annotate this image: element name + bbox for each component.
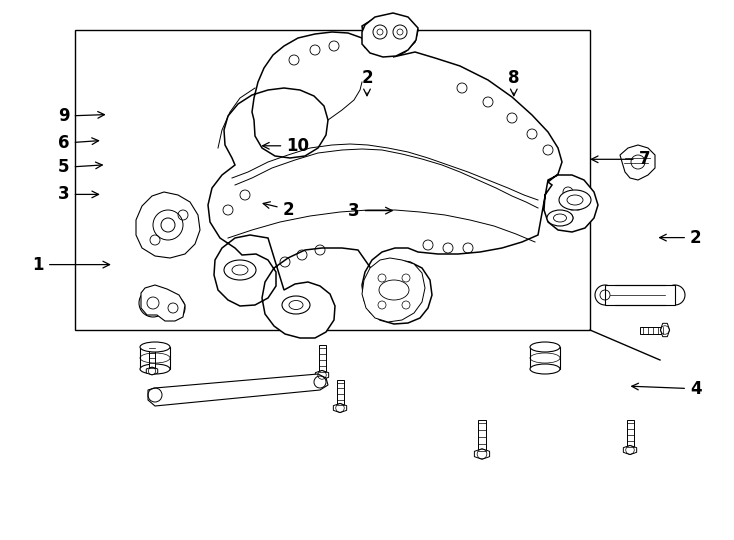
Polygon shape xyxy=(620,145,655,180)
Bar xyxy=(140,347,170,369)
Ellipse shape xyxy=(140,364,170,374)
Text: 5: 5 xyxy=(58,158,102,177)
Polygon shape xyxy=(146,367,158,375)
Text: 6: 6 xyxy=(58,134,98,152)
Polygon shape xyxy=(362,258,425,322)
Ellipse shape xyxy=(224,260,256,280)
Text: 1: 1 xyxy=(32,255,109,274)
Polygon shape xyxy=(316,370,329,380)
Ellipse shape xyxy=(547,210,573,226)
Circle shape xyxy=(139,289,167,317)
Text: 2: 2 xyxy=(361,69,373,96)
Bar xyxy=(605,285,675,305)
Polygon shape xyxy=(623,446,636,455)
Bar xyxy=(640,327,665,334)
Text: 10: 10 xyxy=(263,137,309,155)
Ellipse shape xyxy=(665,285,685,305)
Text: 8: 8 xyxy=(508,69,520,96)
Text: 9: 9 xyxy=(58,107,104,125)
Bar xyxy=(478,420,486,454)
Bar xyxy=(627,420,633,450)
Text: 2: 2 xyxy=(264,200,294,219)
Text: 7: 7 xyxy=(592,150,650,168)
Polygon shape xyxy=(208,15,598,338)
Text: 3: 3 xyxy=(58,185,98,204)
Ellipse shape xyxy=(595,285,615,305)
Text: 3: 3 xyxy=(348,201,392,220)
Polygon shape xyxy=(333,403,346,413)
Bar xyxy=(530,347,560,369)
Ellipse shape xyxy=(559,190,591,210)
Polygon shape xyxy=(136,192,200,258)
Ellipse shape xyxy=(530,342,560,352)
Bar xyxy=(149,345,155,371)
Polygon shape xyxy=(474,449,490,460)
Text: 2: 2 xyxy=(660,228,702,247)
Bar xyxy=(336,380,344,408)
Polygon shape xyxy=(661,323,669,336)
Ellipse shape xyxy=(282,296,310,314)
Ellipse shape xyxy=(140,342,170,352)
Circle shape xyxy=(161,296,185,320)
Text: 4: 4 xyxy=(632,380,702,398)
Polygon shape xyxy=(362,13,418,57)
Polygon shape xyxy=(148,374,328,406)
Ellipse shape xyxy=(530,364,560,374)
Bar xyxy=(319,345,325,375)
Bar xyxy=(75,30,590,330)
Polygon shape xyxy=(141,285,185,321)
